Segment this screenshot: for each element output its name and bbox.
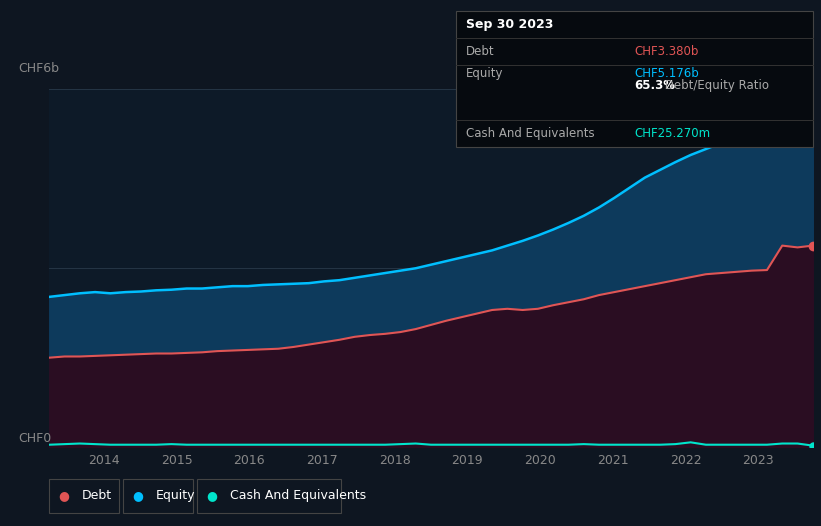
Text: Equity: Equity <box>466 67 503 80</box>
Text: CHF3.380b: CHF3.380b <box>635 45 699 58</box>
Text: Cash And Equivalents: Cash And Equivalents <box>230 489 366 502</box>
Text: Debt: Debt <box>82 489 112 502</box>
Text: Sep 30 2023: Sep 30 2023 <box>466 18 553 31</box>
Text: ●: ● <box>206 489 218 502</box>
Text: CHF5.176b: CHF5.176b <box>635 67 699 80</box>
Text: Cash And Equivalents: Cash And Equivalents <box>466 127 594 140</box>
Text: CHF0: CHF0 <box>19 432 52 446</box>
Text: 65.3%: 65.3% <box>635 79 675 92</box>
Text: ●: ● <box>58 489 70 502</box>
Text: ●: ● <box>132 489 144 502</box>
Text: Debt/Equity Ratio: Debt/Equity Ratio <box>662 79 769 92</box>
Text: Debt: Debt <box>466 45 494 58</box>
Text: Equity: Equity <box>156 489 195 502</box>
Text: CHF25.270m: CHF25.270m <box>635 127 710 140</box>
Text: CHF6b: CHF6b <box>19 62 60 75</box>
